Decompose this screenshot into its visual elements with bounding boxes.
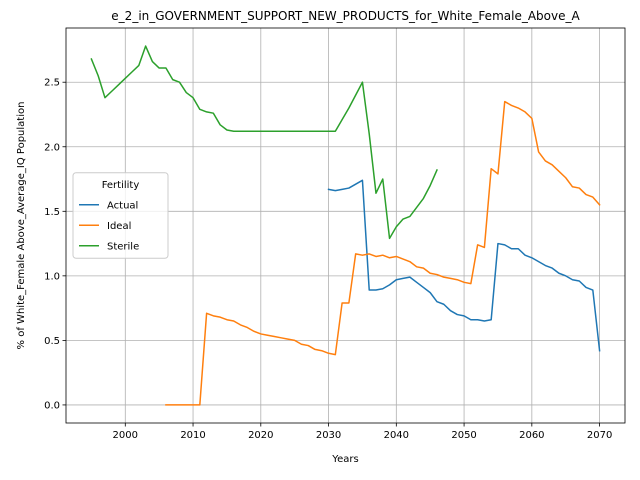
legend-items: Actual Ideal Sterile (79, 200, 139, 252)
y-tick-label: 2.0 (44, 142, 60, 153)
y-tick-label: 0.0 (44, 400, 60, 411)
x-tick-label: 2060 (519, 430, 544, 441)
y-tick-label: 0.5 (44, 336, 60, 347)
x-axis-ticks: 2000 2010 2020 2030 2040 2050 2060 2070 (113, 423, 612, 441)
x-tick-label: 2000 (113, 430, 138, 441)
y-tick-label: 2.5 (44, 78, 60, 89)
y-tick-label: 1.0 (44, 271, 60, 282)
plot-frame (65, 27, 626, 424)
y-tick-label: 1.5 (44, 207, 60, 218)
x-axis-label: Years (331, 454, 358, 465)
series-line-ideal (165, 100, 601, 406)
x-tick-label: 2030 (316, 430, 341, 441)
legend-label-ideal: Ideal (107, 221, 131, 232)
series-line-actual (327, 179, 601, 352)
x-tick-label: 2070 (587, 430, 612, 441)
series-lines (90, 45, 601, 406)
legend-label-actual: Actual (107, 200, 138, 211)
x-tick-label: 2020 (248, 430, 273, 441)
legend-box (72, 172, 169, 259)
x-tick-label: 2050 (451, 430, 476, 441)
y-axis-label: % of White_Female Above_Average_IQ Popul… (16, 102, 27, 350)
y-axis-ticks: 0.0 0.5 1.0 1.5 2.0 2.5 (44, 78, 66, 411)
legend-title: Fertility (102, 180, 140, 191)
series-line-sterile (90, 45, 438, 240)
x-tick-label: 2040 (384, 430, 409, 441)
chart-title: e_2_in_GOVERNMENT_SUPPORT_NEW_PRODUCTS_f… (111, 9, 580, 23)
x-tick-label: 2010 (180, 430, 205, 441)
legend: Fertility Actual Ideal Sterile (72, 172, 169, 259)
legend-label-sterile: Sterile (107, 241, 139, 252)
